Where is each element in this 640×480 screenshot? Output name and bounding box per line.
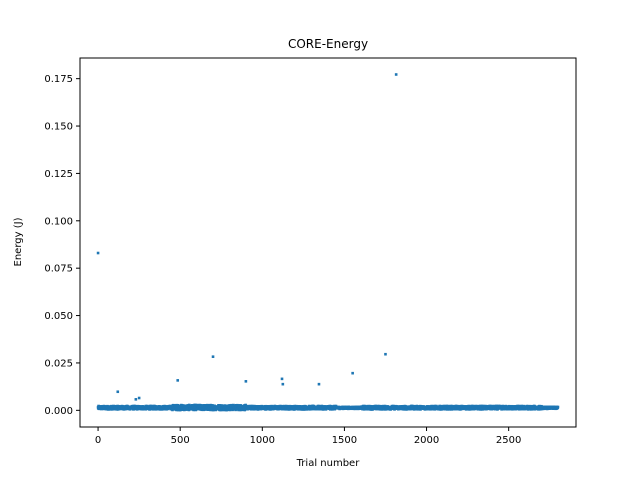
data-point xyxy=(222,407,226,411)
outlier-point xyxy=(384,352,387,356)
outlier-point xyxy=(394,73,398,76)
data-point xyxy=(442,407,445,411)
outlier-point xyxy=(176,379,180,382)
data-point xyxy=(175,408,178,412)
outlier-point xyxy=(137,396,141,400)
y-tick-label: 0.025 xyxy=(44,358,73,369)
data-point xyxy=(242,406,246,409)
data-point xyxy=(223,404,227,407)
data-point xyxy=(211,404,215,407)
y-tick-label: 0.150 xyxy=(44,122,73,133)
data-point xyxy=(209,408,212,412)
data-point xyxy=(434,407,437,411)
x-axis-ticks: 0 500 1000 1500 2000 2500 xyxy=(95,427,521,446)
outlier-point xyxy=(96,251,100,255)
data-point xyxy=(438,404,441,408)
y-tick-label: 0.175 xyxy=(44,74,73,85)
data-point xyxy=(148,407,152,411)
x-tick-label: 2500 xyxy=(496,435,521,446)
outlier-point xyxy=(351,371,354,375)
outlier-point xyxy=(244,380,248,383)
x-tick-label: 1000 xyxy=(250,435,275,446)
data-point xyxy=(230,403,233,407)
y-tick-label: 0.050 xyxy=(44,311,73,322)
x-tick-label: 0 xyxy=(95,435,101,446)
outlier-point xyxy=(281,382,285,386)
data-point xyxy=(239,404,243,407)
data-point xyxy=(528,408,532,411)
data-point xyxy=(556,405,560,409)
x-tick-label: 500 xyxy=(171,435,190,446)
y-axis-label: Energy (J) xyxy=(13,217,24,266)
plot-frame xyxy=(79,57,577,428)
data-point xyxy=(268,404,272,408)
y-axis-ticks: 0.000 0.025 0.050 0.075 0.100 0.125 0.150 0.175 xyxy=(44,74,80,417)
outlier-point xyxy=(134,398,138,401)
outlier-point xyxy=(280,377,284,381)
y-tick-label: 0.000 xyxy=(44,406,73,417)
outlier-point xyxy=(317,382,321,386)
chart-title: CORE-Energy xyxy=(288,37,368,51)
data-point xyxy=(181,404,185,407)
data-point xyxy=(244,407,247,411)
data-point xyxy=(463,405,467,408)
data-point xyxy=(237,408,240,412)
y-tick-label: 0.100 xyxy=(44,216,73,227)
y-tick-label: 0.075 xyxy=(44,264,73,275)
data-points xyxy=(96,73,560,412)
outlier-point xyxy=(211,355,215,358)
outlier-point xyxy=(116,390,120,394)
x-axis-label: Trial number xyxy=(296,458,361,469)
data-point xyxy=(205,407,208,411)
data-point xyxy=(440,408,443,411)
data-point xyxy=(176,403,180,407)
x-tick-label: 2000 xyxy=(414,435,439,446)
x-tick-label: 1500 xyxy=(332,435,357,446)
y-tick-label: 0.125 xyxy=(44,169,73,180)
